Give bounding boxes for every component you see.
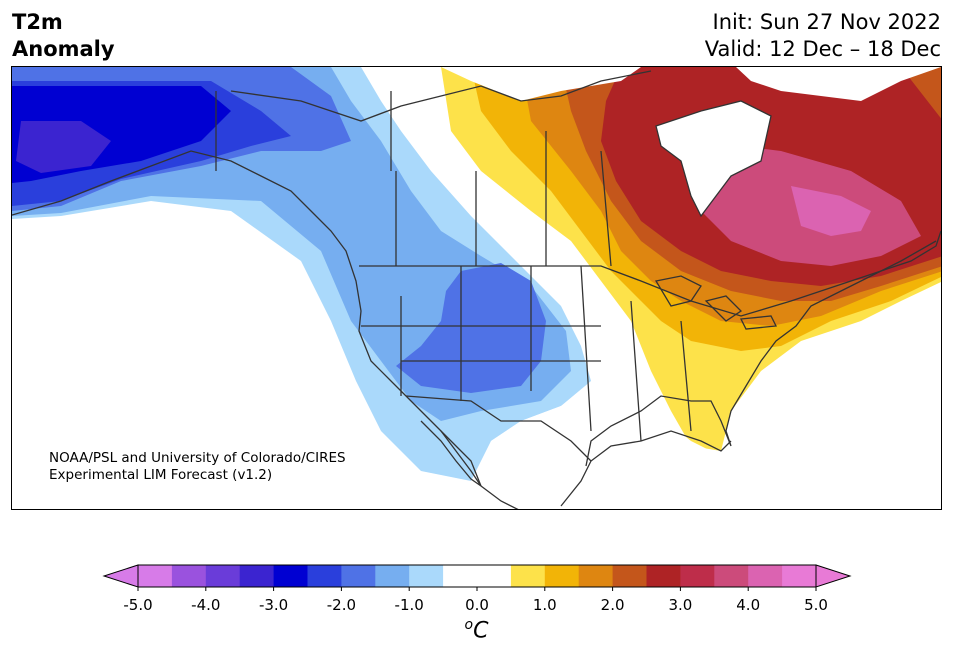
map-canvas [12,67,941,509]
baja-peninsula [420,420,482,487]
colorbar-over-arrow [815,564,852,588]
colorbar-tick-label: 1.0 [533,596,557,614]
colorbar-swatch [510,565,546,587]
colorbar-tick-label: 0.0 [465,596,489,614]
colorbar-swatch [544,565,580,587]
colorbar-swatch [205,565,241,587]
colorbar-swatch [612,565,647,587]
great-lakes [654,275,778,330]
colorbar-swatch [375,565,410,587]
colorbar-swatch [239,565,275,587]
unit-celsius: C [473,618,489,644]
hudson-bay [656,101,771,216]
arctic-coast [230,70,652,122]
credit-line-1: NOAA/PSL and University of Colorado/CIRE… [49,450,346,466]
colorbar-swatch [748,565,783,587]
northeast-coast [820,230,941,292]
credit-line-2: Experimental LIM Forecast (v1.2) [49,467,273,483]
unit-degree: o [464,617,474,633]
date-block: Init: Sun 27 Nov 2022 Valid: 12 Dec – 18… [705,9,941,63]
colorbar-tick-label: -1.0 [395,596,424,614]
init-date: Init: Sun 27 Nov 2022 [712,10,941,34]
band-plus-3-5 [791,186,871,236]
hudson-bay-coast [655,100,772,218]
colorbar-swatch [273,565,308,587]
pacific-coastline [12,150,482,487]
variable-label: T2m [12,10,63,34]
colorbar-tick-label: -4.0 [191,596,220,614]
colorbar-swatch [171,565,207,587]
colorbar-tick-label: -3.0 [259,596,288,614]
anomaly-fills [12,67,941,509]
colorbar-tick-label: 4.0 [736,596,760,614]
colorbar-swatch [307,565,342,587]
anomaly-map [11,66,942,510]
canada-interior-lines [215,91,612,267]
colorbar-swatch [341,565,376,587]
colorbar-unit: oC [0,617,953,643]
field-label: Anomaly [12,37,115,61]
credit-text: NOAA/PSL and University of Colorado/CIRE… [49,450,346,484]
us-state-lines [361,265,692,442]
colorbar-swatch [578,565,614,587]
colorbar-tick-label: -2.0 [327,596,356,614]
valid-date: Valid: 12 Dec – 18 Dec [704,37,941,61]
colorbar-swatch [443,565,478,587]
map-outlines [12,70,941,509]
colorbar-swatch [409,565,444,587]
colorbar-tick-label: 2.0 [601,596,625,614]
colorbar-swatch [714,565,749,587]
colorbar-swatch [138,565,173,587]
colorbar-swatch [646,565,681,587]
colorbar-tick-label: 3.0 [668,596,692,614]
colorbar-swatch [680,565,715,587]
us-mexico-border [405,395,592,462]
colorbar: -5.0 -4.0 -3.0 -2.0 -1.0 0.0 1.0 2.0 3.0 4.0 5.0 [102,564,852,614]
us-canada-border [359,265,822,317]
colorbar-swatch [782,565,817,587]
title-block: T2m Anomaly [12,9,115,63]
gulf-coast [585,240,937,467]
band-minus-3-0 [16,121,111,173]
arctic-water [351,67,941,101]
colorbar-tick-label: 5.0 [804,596,828,614]
colorbar-under-arrow [102,564,139,588]
colorbar-tick-label: -5.0 [123,596,152,614]
colorbar-swatch [477,565,512,587]
